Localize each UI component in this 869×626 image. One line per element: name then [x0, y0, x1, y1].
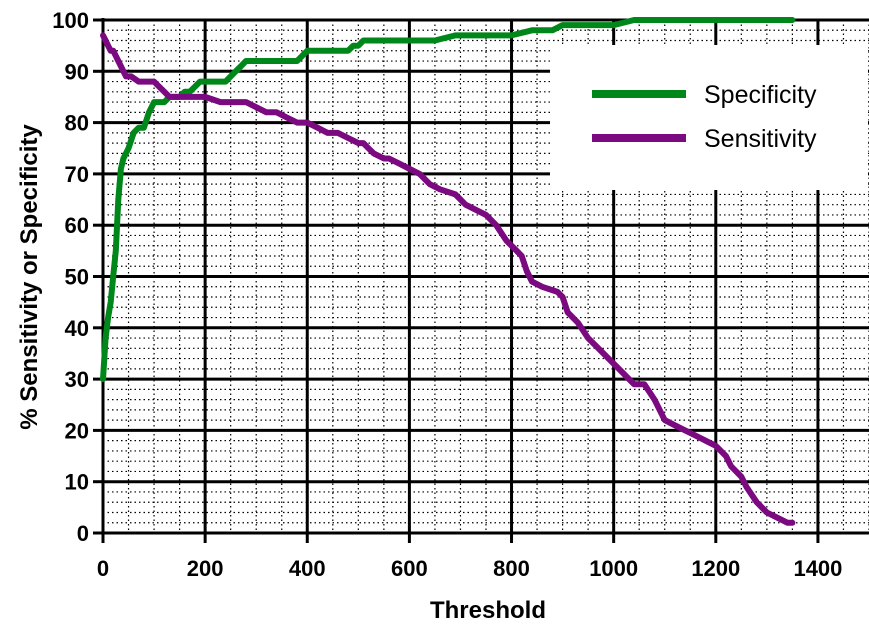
y-tick-label: 0 — [77, 521, 89, 546]
series-line-sensitivity — [100, 32, 796, 526]
legend-background — [550, 45, 868, 190]
x-tick-label: 400 — [289, 556, 326, 581]
x-tick-label: 800 — [493, 556, 530, 581]
x-tick-label: 0 — [97, 556, 109, 581]
y-tick-label: 60 — [65, 213, 89, 238]
x-tick-label: 1000 — [589, 556, 638, 581]
y-tick-label: 90 — [65, 59, 89, 84]
legend: Specificity Sensitivity — [592, 81, 817, 153]
x-tick-label: 1400 — [793, 556, 842, 581]
x-axis-title: Threshold — [430, 597, 546, 624]
y-tick-label: 30 — [65, 367, 89, 392]
legend-label-sensitivity: Sensitivity — [704, 125, 817, 153]
x-tick-label: 1200 — [691, 556, 740, 581]
x-tick-labels: 0 200 400 600 800 1000 1200 1400 — [97, 556, 843, 581]
y-tick-label: 40 — [65, 316, 89, 341]
y-axis-title: % Sensitivity or Specificity — [16, 124, 43, 430]
y-tick-label: 50 — [65, 265, 89, 290]
x-tick-label: 200 — [187, 556, 224, 581]
series-line-specificity — [100, 17, 796, 383]
y-tick-label: 70 — [65, 162, 89, 187]
x-tick-label: 600 — [391, 556, 428, 581]
y-tick-label: 80 — [65, 111, 89, 136]
series-lines — [100, 17, 796, 526]
y-tick-label: 100 — [52, 8, 89, 33]
y-tick-label: 20 — [65, 418, 89, 443]
legend-label-specificity: Specificity — [704, 81, 817, 109]
y-tick-label: 10 — [65, 470, 89, 495]
major-grid — [103, 18, 869, 533]
axes — [93, 18, 869, 543]
y-tick-labels: 0 10 20 30 40 50 60 70 80 90 100 — [52, 8, 89, 546]
